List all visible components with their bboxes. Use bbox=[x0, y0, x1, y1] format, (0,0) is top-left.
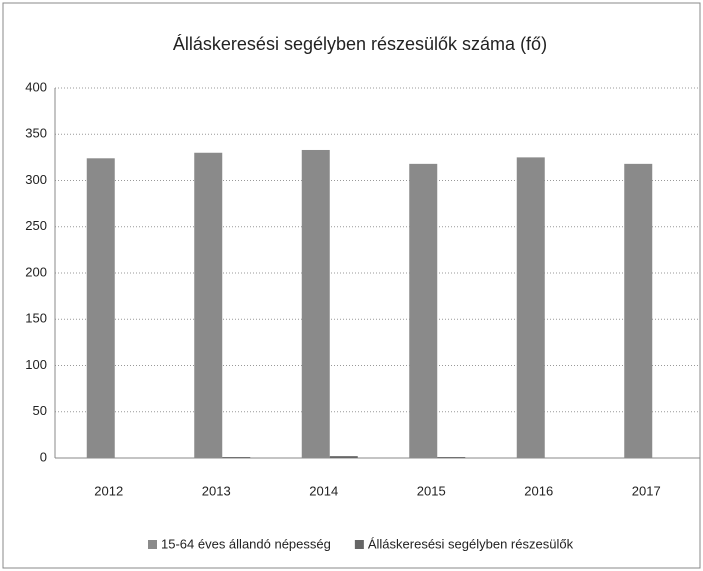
legend-swatch bbox=[148, 540, 157, 549]
legend-swatch bbox=[354, 540, 364, 549]
x-tick-label: 2013 bbox=[202, 483, 231, 498]
bar bbox=[222, 457, 251, 458]
bar bbox=[437, 457, 466, 458]
y-tick-label: 50 bbox=[33, 403, 47, 418]
y-tick-label: 0 bbox=[40, 449, 47, 464]
chart-title: Álláskeresési segélyben részesülők száma… bbox=[173, 34, 547, 54]
x-tick-label: 2015 bbox=[417, 483, 446, 498]
y-tick-label: 400 bbox=[25, 79, 47, 94]
y-tick-label: 100 bbox=[25, 357, 47, 372]
legend-label: Álláskeresési segélyben részesülők bbox=[368, 536, 574, 551]
y-tick-label: 200 bbox=[25, 264, 47, 279]
y-tick-label: 150 bbox=[25, 311, 47, 326]
x-tick-label: 2012 bbox=[94, 483, 123, 498]
y-tick-label: 350 bbox=[25, 126, 47, 141]
bar bbox=[409, 163, 438, 458]
x-tick-label: 2017 bbox=[632, 483, 661, 498]
x-tick-label: 2014 bbox=[309, 483, 338, 498]
bar bbox=[329, 456, 358, 458]
y-tick-label: 250 bbox=[25, 218, 47, 233]
bar bbox=[194, 152, 223, 458]
bar bbox=[516, 157, 545, 458]
bar bbox=[301, 149, 330, 458]
bar bbox=[624, 163, 653, 458]
bar bbox=[86, 158, 115, 459]
legend-label: 15-64 éves állandó népesség bbox=[161, 536, 331, 551]
x-tick-label: 2016 bbox=[524, 483, 553, 498]
y-tick-label: 300 bbox=[25, 172, 47, 187]
